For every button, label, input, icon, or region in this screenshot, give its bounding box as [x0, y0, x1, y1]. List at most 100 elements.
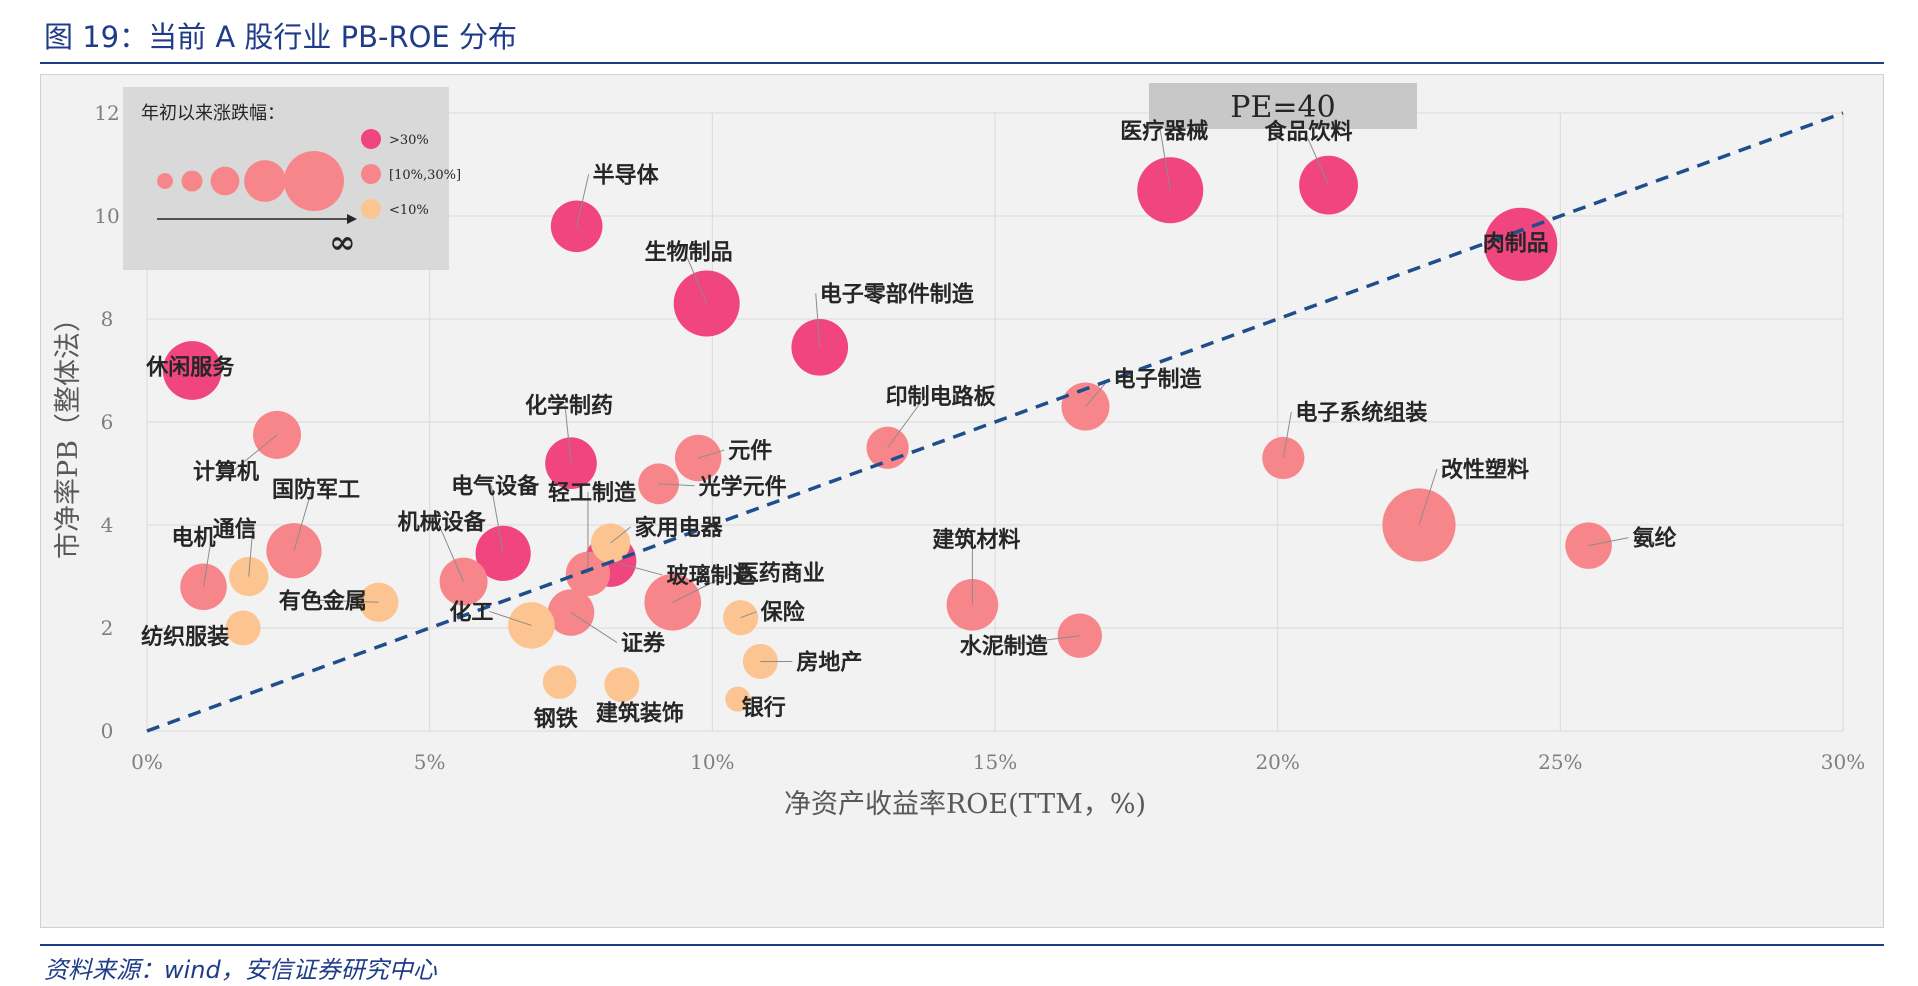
leader-通信 [248, 528, 254, 577]
label-电子制造: 电子制造 [1113, 368, 1201, 393]
x-tick-label: 10% [690, 750, 734, 774]
label-轻工制造: 轻工制造 [548, 480, 636, 506]
pe-label-box [1149, 83, 1417, 129]
leader-元件 [698, 449, 725, 459]
label-电子零部件制造: 电子零部件制造 [820, 281, 974, 307]
bottom-rule [40, 944, 1884, 946]
pe-dashed-line [146, 111, 1844, 733]
label-水泥制造: 水泥制造 [960, 635, 1048, 660]
legend-title: 年初以来涨跌幅： [141, 103, 285, 124]
label-玻璃制造: 玻璃制造 [667, 563, 755, 589]
leader-电子系统组装 [1282, 411, 1292, 459]
legend-label-mid: [10%,30%] [389, 168, 461, 183]
bubble-家用电器 [590, 523, 631, 563]
leader-计算机 [232, 434, 278, 472]
bubble-食品饮料 [1299, 155, 1358, 215]
label-纺织服装: 纺织服装 [141, 624, 229, 650]
leader-证券 [570, 612, 618, 643]
y-tick-label: 4 [101, 513, 114, 537]
bubble-光学元件 [638, 463, 680, 505]
bubble-机械设备 [439, 557, 488, 606]
leader-氨纶 [1588, 537, 1629, 547]
bubble-休闲服务 [162, 341, 222, 400]
leader-保险 [740, 611, 757, 619]
label-国防军工: 国防军工 [272, 478, 360, 503]
legend-size-bubble [181, 170, 203, 192]
label-氨纶: 氨纶 [1633, 526, 1677, 552]
bubble-有色金属 [359, 582, 399, 622]
y-tick-label: 6 [101, 410, 114, 434]
legend-swatch-gt30 [361, 129, 381, 149]
legend-arrowhead-icon [347, 214, 357, 224]
label-计算机: 计算机 [193, 459, 259, 485]
label-生物制品: 生物制品 [645, 240, 733, 266]
legend-label-gt30: >30% [389, 133, 429, 148]
leader-生物制品 [684, 251, 708, 304]
leader-食品饮料 [1304, 130, 1330, 186]
x-tick-label: 15% [973, 750, 1017, 774]
leader-改性塑料 [1418, 468, 1438, 526]
leader-电气设备 [490, 485, 504, 554]
x-tick-label: 5% [414, 750, 446, 774]
legend-size-symbol: ∞ [329, 223, 356, 261]
x-tick-label: 20% [1255, 750, 1299, 774]
y-tick-label: 10 [94, 204, 119, 228]
legend-label-lt10: <10% [389, 203, 429, 218]
x-tick-label: 30% [1821, 750, 1865, 774]
y-tick-label: 12 [94, 101, 119, 125]
label-电机: 电机 [172, 526, 216, 551]
label-休闲服务: 休闲服务 [145, 356, 235, 381]
axes: 0% 5% 10% 15% 20% 25% 30% 0 2 4 6 8 10 12 净资产收益率ROE(TT… [53, 101, 1865, 820]
label-光学元件: 光学元件 [698, 474, 787, 500]
label-建筑材料: 建筑材料 [932, 527, 1020, 553]
label-通信: 通信 [213, 517, 257, 543]
leader-光学元件 [658, 483, 695, 487]
legend-swatch-mid [361, 164, 381, 184]
y-tick-label: 0 [101, 719, 114, 743]
leader-有色金属 [318, 599, 379, 603]
bubble-元件 [674, 434, 722, 482]
leader-电机 [203, 536, 213, 587]
leader-化工 [489, 610, 532, 626]
y-tick-label: 2 [101, 616, 114, 640]
label-改性塑料: 改性塑料 [1441, 457, 1529, 483]
bubble-银行 [725, 686, 751, 712]
bubble-证券 [547, 589, 595, 636]
source-note: 资料来源：wind，安信证券研究中心 [44, 956, 437, 984]
label-银行: 银行 [742, 695, 786, 721]
label-建筑装饰: 建筑装饰 [596, 701, 684, 727]
pe-label: PE=40 [1230, 90, 1335, 125]
legend-size-bubble [284, 151, 344, 211]
label-有色金属: 有色金属 [279, 588, 367, 614]
label-肉制品: 肉制品 [1483, 231, 1549, 256]
x-axis-title: 净资产收益率ROE(TTM，%) [784, 789, 1146, 820]
bubble-钢铁 [542, 665, 577, 699]
legend-size-bubble [244, 160, 286, 202]
bubble-房地产 [742, 643, 778, 679]
leader-电子零部件制造 [815, 293, 821, 348]
y-tick-label: 8 [101, 307, 114, 331]
label-元件: 元件 [728, 439, 772, 464]
label-食品饮料: 食品饮料 [1265, 119, 1353, 145]
label-医疗器械: 医疗器械 [1120, 118, 1208, 144]
label-保险: 保险 [760, 600, 806, 626]
legend-size-bubble [210, 166, 240, 196]
label-印制电路板: 印制电路板 [886, 384, 997, 410]
leader-化学制药 [564, 405, 572, 464]
leader-国防军工 [293, 488, 313, 551]
title-rule [40, 62, 1884, 64]
bubble-chart: 0% 5% 10% 15% 20% 25% 30% 0 2 4 6 8 10 12 净资产收益率ROE(TT… [53, 83, 1865, 820]
label-证券: 证券 [621, 631, 666, 657]
legend: 年初以来涨跌幅： ∞ >30% [10%,30%] <10% [123, 87, 461, 270]
label-化工: 化工 [449, 599, 493, 625]
label-化学制药: 化学制药 [525, 393, 613, 419]
pe-line: PE=40 [146, 83, 1844, 733]
label-机械设备: 机械设备 [398, 510, 487, 536]
leader-医疗器械 [1159, 130, 1171, 191]
y-axis-title: 市净率PB（整体法） [53, 305, 84, 559]
leader-医药商业 [672, 571, 733, 603]
x-tick-label: 0% [131, 750, 163, 774]
label-半导体: 半导体 [593, 163, 660, 188]
label-房地产: 房地产 [796, 649, 862, 675]
